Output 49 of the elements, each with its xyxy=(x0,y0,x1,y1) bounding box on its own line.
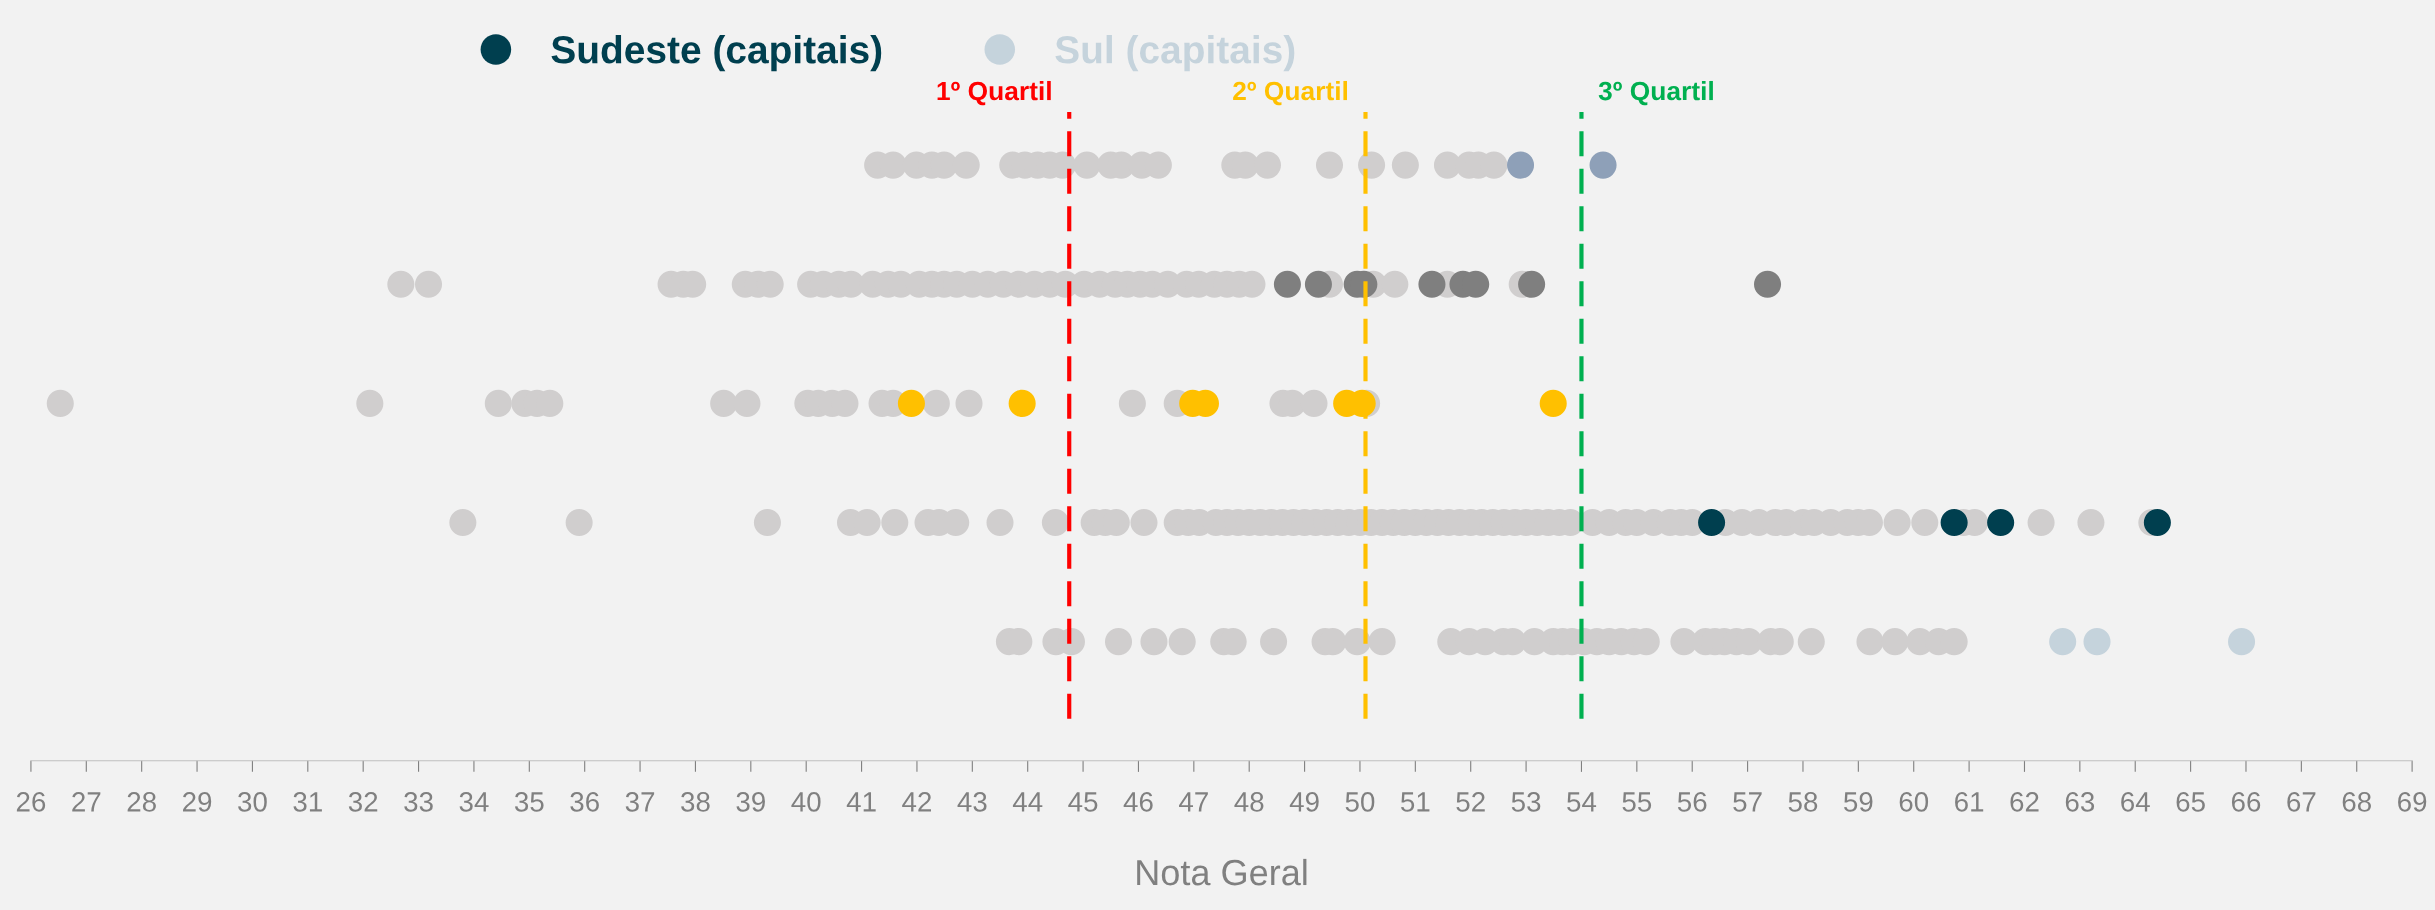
x-tick-label: 50 xyxy=(1345,792,1375,812)
x-tick-label: 51 xyxy=(1401,792,1430,812)
x-tick-label: 53 xyxy=(1511,792,1541,812)
x-tick-label: 59 xyxy=(1844,792,1873,812)
x-tick-label: 27 xyxy=(72,792,101,812)
x-tick-label: 36 xyxy=(570,792,599,812)
x-tick-label: 49 xyxy=(1289,792,1319,812)
x-tick-label: 67 xyxy=(2287,792,2316,812)
ref-line-label: 2º Quartil xyxy=(1233,80,1348,106)
x-tick-label: 34 xyxy=(459,792,489,812)
x-tick-label: 29 xyxy=(183,792,212,812)
x-tick-label: 37 xyxy=(625,792,655,812)
x-tick-label: 47 xyxy=(1179,792,1208,812)
x-tick-label: 33 xyxy=(404,792,433,812)
x-tick-label: 39 xyxy=(736,792,765,812)
x-tick-label: 60 xyxy=(1899,792,1929,812)
x-tick-label: 45 xyxy=(1068,792,1098,812)
x-tick-label: 68 xyxy=(2342,792,2371,812)
x-tick-label: 56 xyxy=(1677,792,1707,812)
x-tick-label: 40 xyxy=(791,792,821,812)
x-tick-label: 52 xyxy=(1456,792,1485,812)
x-tick-label: 69 xyxy=(2398,792,2427,812)
x-tick-label: 62 xyxy=(2010,792,2039,812)
x-tick-label: 30 xyxy=(238,792,267,812)
x-tick-label: 61 xyxy=(1955,792,1984,812)
x-tick-label: 64 xyxy=(2121,792,2150,812)
x-tick-label: 31 xyxy=(293,792,322,812)
x-tick-label: 46 xyxy=(1123,792,1153,812)
x-tick-label: 26 xyxy=(16,792,46,812)
x-tick-label: 65 xyxy=(2176,792,2205,812)
legend-label: Sudeste (capitais) xyxy=(551,35,882,72)
x-tick-label: 54 xyxy=(1567,792,1597,812)
x-tick-label: 41 xyxy=(846,792,876,812)
x-tick-label: 48 xyxy=(1234,792,1264,812)
x-tick-label: 32 xyxy=(348,792,378,812)
x-tick-label: 57 xyxy=(1733,792,1762,812)
x-tick-label: 35 xyxy=(514,792,544,812)
x-tick-label: 66 xyxy=(2231,792,2261,812)
x-tick-label: 42 xyxy=(902,792,931,812)
x-tick-label: 43 xyxy=(957,792,987,812)
x-tick-label: 58 xyxy=(1788,792,1818,812)
x-tick-label: 38 xyxy=(681,792,710,812)
ref-line-label: 1º Quartil xyxy=(937,80,1051,106)
x-tick-label: 55 xyxy=(1622,792,1652,812)
x-tick-label: 44 xyxy=(1012,792,1043,812)
x-axis-title: Nota Geral xyxy=(1137,858,1307,886)
ref-line-label: 3º Quartil xyxy=(1598,80,1713,106)
x-tick-label: 28 xyxy=(127,792,156,812)
x-tick-label: 63 xyxy=(2065,792,2095,812)
